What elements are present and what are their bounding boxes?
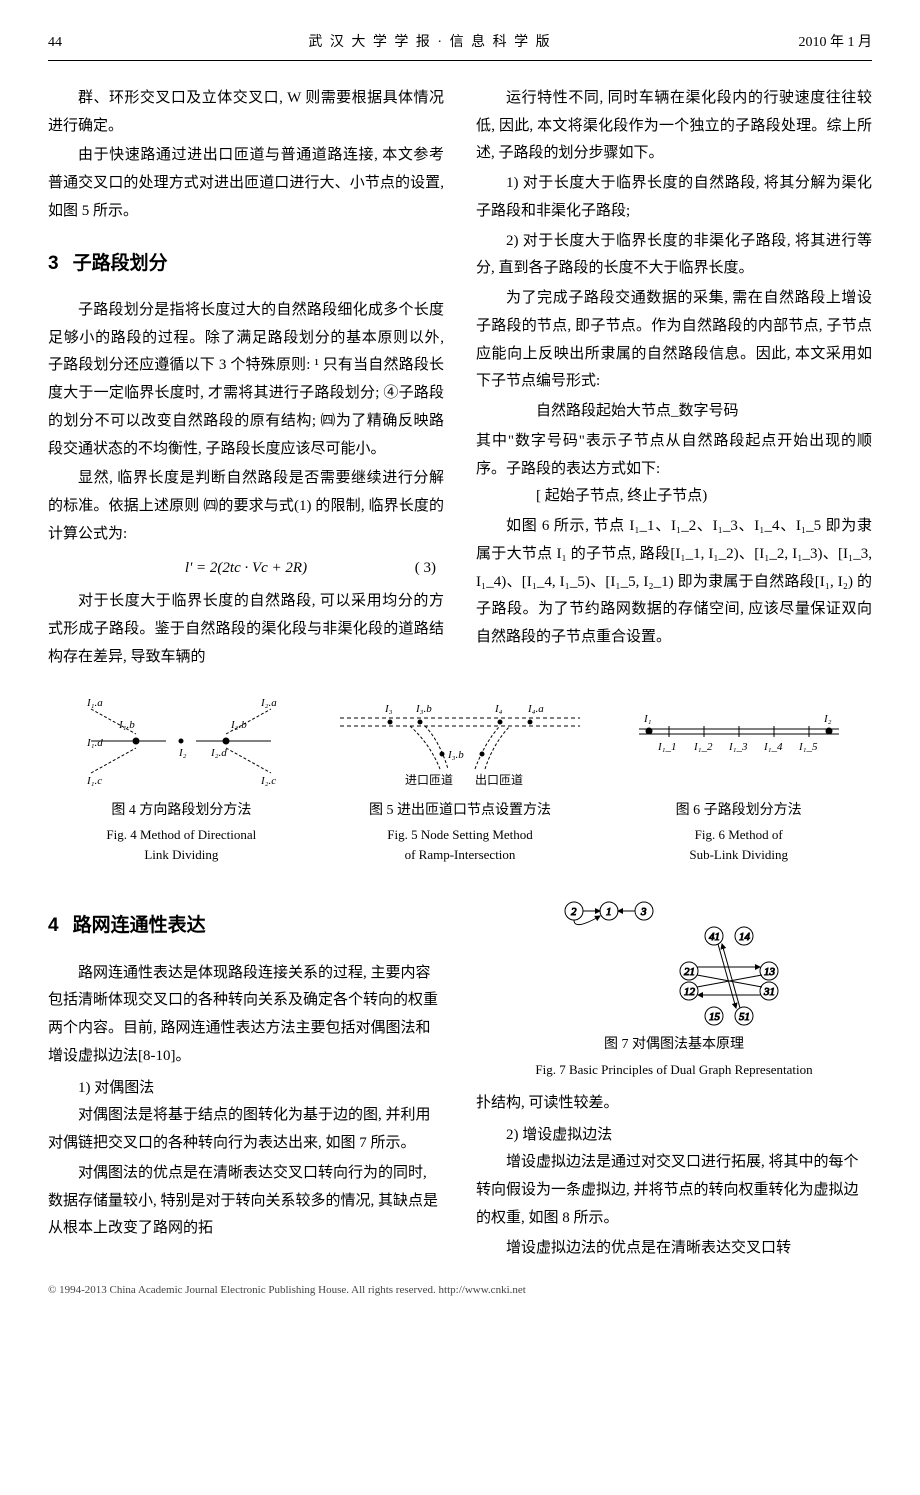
paragraph: 显然, 临界长度是判断自然路段是否需要继续进行分解的标准。依据上述原则 ㈣的要求… — [48, 465, 444, 548]
section-3-title: 3 子路段划分 — [48, 246, 444, 281]
svg-text:I₂.d: I₂.d — [210, 747, 227, 759]
svg-text:1: 1 — [606, 906, 612, 918]
svg-text:I₃: I₃ — [384, 703, 393, 715]
subheading: 2) 增设虚拟边法 — [476, 1122, 872, 1150]
fig6-caption-cn: 图 6 子路段划分方法 — [605, 798, 872, 824]
paragraph: 对偶图法是将基于结点的图转化为基于边的图, 并利用对偶链把交叉口的各种转向行为表… — [48, 1102, 444, 1158]
section-number: 4 — [48, 915, 59, 936]
section-text: 子路段划分 — [73, 253, 168, 274]
figure-4-image: I₁.a I₁.b I₁.d I₁.c I₂.a I₂.b I₂.d I₂.c … — [48, 692, 315, 792]
lower-columns: 4 路网连通性表达 路网连通性表达是体现路段连接关系的过程, 主要内容包括清晰体现… — [48, 888, 872, 1264]
svg-text:I₄.a: I₄.a — [527, 703, 544, 715]
fig4-caption-en-2: Link Dividing — [48, 845, 315, 865]
formula-expression: l' = 2(2tc · Vc + 2R) — [185, 560, 307, 576]
journal-title: 武 汉 大 学 学 报 · 信 息 科 学 版 — [108, 30, 752, 56]
svg-text:2: 2 — [571, 906, 577, 918]
figures-row: I₁.a I₁.b I₁.d I₁.c I₂.a I₂.b I₂.d I₂.c … — [48, 692, 872, 865]
section-number: 3 — [48, 253, 59, 274]
figure-7-image: 2 1 3 41 14 21 13 12 31 15 51 — [476, 888, 872, 1028]
paragraph: 增设虚拟边法是通过对交叉口进行拓展, 将其中的每个转向假设为一条虚拟边, 并将节… — [476, 1149, 872, 1232]
svg-text:I₁: I₁ — [643, 713, 652, 725]
fig4-caption-cn: 图 4 方向路段划分方法 — [48, 798, 315, 824]
svg-text:13: 13 — [764, 966, 776, 978]
section-text: 路网连通性表达 — [73, 915, 206, 936]
paragraph: 为了完成子路段交通数据的采集, 需在自然路段上增设子路段的节点, 即子节点。作为… — [476, 285, 872, 396]
fig7-caption-cn: 图 7 对偶图法基本原理 — [476, 1032, 872, 1058]
issue-date: 2010 年 1 月 — [752, 30, 872, 56]
paragraph: 如图 6 所示, 节点 I₁_1、I₁_2、I₁_3、I₁_4、I₁_5 即为隶… — [476, 513, 872, 652]
paragraph: 对于长度大于临界长度的自然路段, 可以采用均分的方式形成子路段。鉴于自然路段的渠… — [48, 588, 444, 671]
paragraph: 其中"数字号码"表示子节点从自然路段起点开始出现的顺序。子路段的表达方式如下: — [476, 428, 872, 484]
paragraph: 1) 对于长度大于临界长度的自然路段, 将其分解为渠化子路段和非渠化子路段; — [476, 170, 872, 226]
svg-text:I₁_2: I₁_2 — [693, 741, 713, 753]
svg-text:I₁_5: I₁_5 — [798, 741, 818, 753]
figure-5-image: I₃ I₃.b I₄ I₄.a I₃.b 进口匝道 出口匝道 — [327, 692, 594, 792]
section-4-title: 4 路网连通性表达 — [48, 908, 444, 943]
sublink-format: [ 起始子节点, 终止子节点) — [476, 483, 872, 511]
lower-right-column: 2 1 3 41 14 21 13 12 31 15 51 — [476, 888, 872, 1264]
fig5-caption-en-2: of Ramp-Intersection — [327, 845, 594, 865]
subheading: 1) 对偶图法 — [48, 1075, 444, 1103]
figure-6-image: I₁ I₂ I₁_1 I₁_2 I₁_3 I₁_4 I₁_5 — [605, 692, 872, 792]
paragraph: 由于快速路通过进出口匝道与普通道路连接, 本文参考普通交叉口的处理方式对进出匝道… — [48, 142, 444, 225]
svg-text:I₁.a: I₁.a — [86, 697, 103, 709]
formula-3: l' = 2(2tc · Vc + 2R) ( 3) — [48, 555, 444, 583]
fig6-caption-en-1: Fig. 6 Method of — [605, 825, 872, 845]
svg-text:14: 14 — [739, 931, 751, 943]
fig4-caption-en-1: Fig. 4 Method of Directional — [48, 825, 315, 845]
svg-text:51: 51 — [739, 1011, 750, 1023]
svg-text:I₁_3: I₁_3 — [728, 741, 748, 753]
upper-left-column: 群、环形交叉口及立体交叉口, W 则需要根据具体情况进行确定。 由于快速路通过进… — [48, 85, 444, 674]
svg-text:21: 21 — [684, 966, 695, 978]
paragraph: 路网连通性表达是体现路段连接关系的过程, 主要内容包括清晰体现交叉口的各种转向关… — [48, 960, 444, 1071]
svg-text:I₁_1: I₁_1 — [657, 741, 677, 753]
paragraph: 扑结构, 可读性较差。 — [476, 1090, 872, 1118]
ramp-in-label: 进口匝道 — [405, 773, 453, 787]
paragraph: 子路段划分是指将长度过大的自然路段细化成多个长度足够小的路段的过程。除了满足路段… — [48, 297, 444, 464]
ramp-out-label: 出口匝道 — [475, 773, 523, 787]
paragraph: 对偶图法的优点是在清晰表达交叉口转向行为的同时, 数据存储量较小, 特别是对于转… — [48, 1160, 444, 1243]
svg-text:12: 12 — [684, 986, 696, 998]
node-format: 自然路段起始大节点_数字号码 — [476, 398, 872, 426]
svg-text:I₁_4: I₁_4 — [763, 741, 783, 753]
figure-4: I₁.a I₁.b I₁.d I₁.c I₂.a I₂.b I₂.d I₂.c … — [48, 692, 315, 865]
svg-text:I₂: I₂ — [823, 713, 832, 725]
svg-text:I₃.b: I₃.b — [447, 749, 464, 761]
fig5-caption-cn: 图 5 进出匝道口节点设置方法 — [327, 798, 594, 824]
paragraph: 增设虚拟边法的优点是在清晰表达交叉口转 — [476, 1235, 872, 1263]
paragraph: 运行特性不同, 同时车辆在渠化段内的行驶速度往往较低, 因此, 本文将渠化段作为… — [476, 85, 872, 168]
fig6-caption-en-2: Sub-Link Dividing — [605, 845, 872, 865]
figure-5: I₃ I₃.b I₄ I₄.a I₃.b 进口匝道 出口匝道 图 5 进出匝道口… — [327, 692, 594, 865]
svg-text:I₂.c: I₂.c — [260, 775, 276, 787]
paragraph: 群、环形交叉口及立体交叉口, W 则需要根据具体情况进行确定。 — [48, 85, 444, 141]
svg-text:41: 41 — [709, 931, 720, 943]
svg-text:31: 31 — [763, 986, 775, 998]
fig5-caption-en-1: Fig. 5 Node Setting Method — [327, 825, 594, 845]
svg-text:15: 15 — [709, 1011, 721, 1023]
svg-text:I₃.b: I₃.b — [415, 703, 432, 715]
svg-text:I₄: I₄ — [494, 703, 503, 715]
fig7-caption-en: Fig. 7 Basic Principles of Dual Graph Re… — [476, 1060, 872, 1080]
paragraph: 2) 对于长度大于临界长度的非渠化子路段, 将其进行等分, 直到各子路段的长度不… — [476, 228, 872, 284]
lower-left-column: 4 路网连通性表达 路网连通性表达是体现路段连接关系的过程, 主要内容包括清晰体现… — [48, 888, 444, 1264]
copyright-footer: © 1994-2013 China Academic Journal Elect… — [48, 1280, 872, 1300]
svg-text:I₁.b: I₁.b — [118, 719, 135, 731]
figure-7: 2 1 3 41 14 21 13 12 31 15 51 — [476, 888, 872, 1079]
svg-text:I₁.d: I₁.d — [86, 737, 103, 749]
page-number: 44 — [48, 30, 108, 56]
svg-text:I₂.a: I₂.a — [260, 697, 277, 709]
page-header: 44 武 汉 大 学 学 报 · 信 息 科 学 版 2010 年 1 月 — [48, 30, 872, 61]
svg-text:I₁.c: I₁.c — [86, 775, 102, 787]
upper-right-column: 运行特性不同, 同时车辆在渠化段内的行驶速度往往较低, 因此, 本文将渠化段作为… — [476, 85, 872, 674]
figure-6: I₁ I₂ I₁_1 I₁_2 I₁_3 I₁_4 I₁_5 图 6 子路段划分… — [605, 692, 872, 865]
svg-text:I₂: I₂ — [178, 747, 187, 759]
formula-number: ( 3) — [415, 555, 436, 583]
svg-text:I₂.b: I₂.b — [230, 719, 247, 731]
svg-text:3: 3 — [640, 906, 647, 918]
upper-columns: 群、环形交叉口及立体交叉口, W 则需要根据具体情况进行确定。 由于快速路通过进… — [48, 85, 872, 674]
